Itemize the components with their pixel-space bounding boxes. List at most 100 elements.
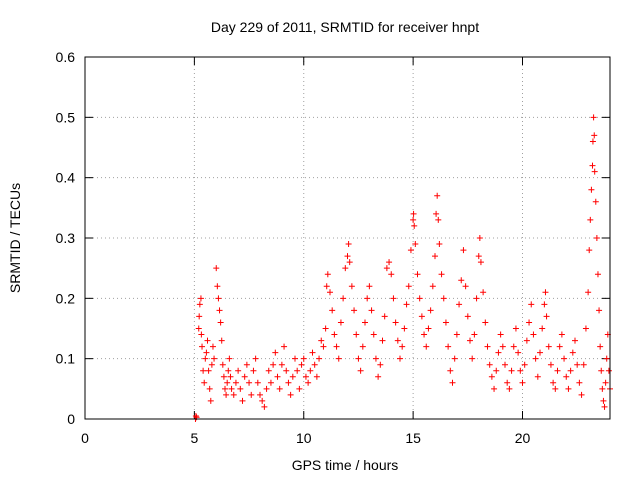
data-point — [433, 210, 440, 217]
data-point — [414, 271, 421, 278]
data-point — [475, 253, 482, 260]
data-point — [451, 355, 458, 362]
data-point — [206, 385, 213, 392]
data-point — [388, 271, 395, 278]
data-point — [324, 271, 331, 278]
data-point — [427, 307, 434, 314]
data-point — [484, 343, 491, 350]
data-point — [287, 391, 294, 398]
data-point — [552, 385, 559, 392]
data-point — [198, 331, 205, 338]
data-point — [364, 295, 371, 302]
data-point — [542, 289, 549, 296]
data-point — [270, 361, 277, 368]
data-point — [226, 355, 233, 362]
data-point — [410, 210, 417, 217]
data-point — [296, 385, 303, 392]
data-point — [276, 385, 283, 392]
data-point — [381, 313, 388, 320]
data-point — [460, 247, 467, 254]
data-point — [392, 319, 399, 326]
data-point — [491, 385, 498, 392]
data-point — [442, 319, 449, 326]
data-point — [216, 307, 223, 314]
data-point — [211, 355, 218, 362]
data-point — [517, 367, 524, 374]
data-point — [307, 367, 314, 374]
data-point — [208, 361, 215, 368]
data-point — [567, 367, 574, 374]
data-point — [300, 355, 307, 362]
data-point — [331, 331, 338, 338]
data-point — [601, 403, 608, 410]
data-points — [192, 114, 613, 422]
data-point — [405, 283, 412, 290]
data-point — [407, 247, 414, 254]
data-point — [337, 319, 344, 326]
data-point — [394, 337, 401, 344]
data-point — [445, 343, 452, 350]
data-point — [515, 349, 522, 356]
data-point — [390, 295, 397, 302]
data-point — [598, 367, 605, 374]
data-point — [199, 343, 206, 350]
data-point — [195, 325, 202, 332]
data-point — [539, 325, 546, 332]
data-point — [329, 307, 336, 314]
data-point — [453, 331, 460, 338]
data-point — [411, 222, 418, 229]
data-point — [480, 289, 487, 296]
data-point — [587, 216, 594, 223]
y-tick-label: 0.3 — [56, 230, 76, 246]
data-point — [588, 186, 595, 193]
data-point — [519, 379, 526, 386]
data-point — [434, 192, 441, 199]
data-point — [508, 367, 515, 374]
data-point — [523, 337, 530, 344]
data-point — [227, 373, 234, 380]
data-point — [316, 355, 323, 362]
data-point — [554, 367, 561, 374]
data-point — [467, 337, 473, 344]
data-point — [526, 319, 533, 326]
data-point — [289, 373, 296, 380]
data-point — [292, 355, 298, 362]
data-point — [397, 355, 403, 362]
data-point — [344, 253, 351, 260]
plot-frame — [84, 56, 611, 420]
data-point — [506, 385, 513, 392]
data-point — [366, 283, 373, 290]
data-point — [471, 331, 478, 338]
data-point — [232, 379, 239, 386]
data-point — [572, 337, 578, 344]
data-point — [313, 373, 320, 380]
data-point — [605, 367, 612, 374]
data-point — [512, 325, 519, 332]
data-point — [582, 325, 589, 332]
data-point — [192, 412, 199, 419]
data-point — [261, 403, 268, 410]
x-tick-label: 0 — [81, 430, 89, 446]
x-axis-label: GPS time / hours — [292, 457, 399, 473]
data-point — [438, 271, 445, 278]
data-point — [355, 355, 362, 362]
data-point — [239, 397, 246, 404]
data-point — [589, 138, 596, 145]
data-point — [386, 259, 393, 266]
data-point — [320, 343, 327, 350]
data-point — [342, 265, 349, 272]
data-point — [204, 337, 211, 344]
x-tick-label: 10 — [296, 430, 312, 446]
data-point — [425, 325, 432, 332]
data-point — [267, 379, 274, 386]
data-point — [241, 373, 248, 380]
data-point — [599, 385, 606, 392]
data-point — [323, 283, 330, 290]
data-point — [541, 301, 548, 308]
data-point — [580, 361, 587, 368]
data-point — [252, 355, 259, 362]
data-point — [200, 367, 207, 374]
data-point — [418, 313, 425, 320]
data-point — [196, 313, 203, 320]
